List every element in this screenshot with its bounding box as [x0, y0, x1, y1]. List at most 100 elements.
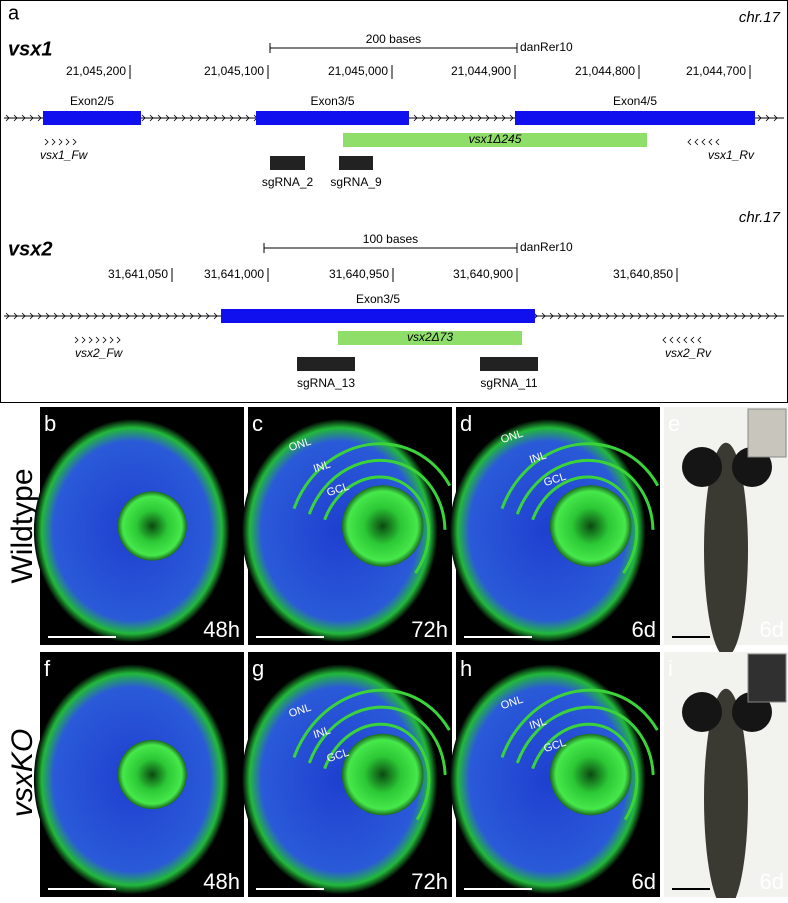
retina	[241, 664, 438, 895]
strand-arrow	[645, 312, 650, 320]
layer-label: INL	[528, 716, 548, 733]
lens	[117, 739, 187, 810]
layer-label: INL	[312, 459, 332, 476]
scale-bar	[263, 243, 518, 253]
layer-band	[526, 475, 639, 601]
strand-arrow	[605, 312, 610, 320]
strand-arrow	[61, 312, 66, 320]
coordinate: 31,641,000	[204, 267, 264, 281]
chevron	[697, 336, 702, 344]
strand-arrow	[141, 114, 146, 122]
strand-arrow	[725, 312, 730, 320]
strand-arrow	[229, 114, 234, 122]
strand-arrow	[453, 114, 458, 122]
deletion	[343, 133, 647, 147]
chevron	[708, 138, 713, 146]
strand-arrow	[765, 312, 770, 320]
chevron	[102, 336, 107, 344]
strand-arrow	[773, 312, 778, 320]
panel-letter: f	[44, 656, 51, 681]
retina	[449, 418, 646, 643]
strand-arrow	[197, 114, 202, 122]
panel-letter: g	[252, 656, 264, 681]
inset	[747, 653, 787, 703]
coordinate: 31,640,850	[613, 267, 673, 281]
strand-arrow	[421, 114, 426, 122]
chevron	[65, 138, 70, 146]
panel-letter: d	[460, 411, 472, 436]
retina	[449, 664, 646, 895]
strand-arrow	[37, 114, 42, 122]
strand-arrow	[613, 312, 618, 320]
chevron	[701, 138, 706, 146]
strand-arrow	[13, 114, 18, 122]
coordinate: 21,045,200	[66, 64, 126, 78]
strand-arrow	[45, 312, 50, 320]
layer-band	[510, 705, 655, 868]
strand-arrow	[157, 114, 162, 122]
strand-arrow	[629, 312, 634, 320]
strand-arrow	[693, 312, 698, 320]
coordinate: 21,044,900	[451, 64, 511, 78]
strand-arrow	[181, 114, 186, 122]
coordinate: 31,640,950	[329, 267, 389, 281]
sgrna	[480, 357, 538, 371]
strand-arrow	[5, 312, 10, 320]
chevron	[687, 138, 692, 146]
strand-arrow	[141, 312, 146, 320]
strand-arrow	[29, 312, 34, 320]
strand-arrow	[165, 312, 170, 320]
assembly: danRer10	[520, 240, 573, 254]
strand-arrow	[101, 312, 106, 320]
time-label: 6d	[760, 617, 784, 642]
chevron	[81, 336, 86, 344]
chevron	[683, 336, 688, 344]
sgrna-label: sgRNA_13	[297, 376, 355, 390]
strand-arrow	[69, 312, 74, 320]
strand-arrow	[549, 312, 554, 320]
strand-arrow	[469, 114, 474, 122]
layer-band	[510, 458, 655, 617]
chevron	[662, 336, 667, 344]
sgrna	[297, 357, 355, 371]
strand-arrow	[165, 114, 170, 122]
sgrna-label: sgRNA_11	[480, 376, 537, 390]
strand-arrow	[213, 114, 218, 122]
chevron	[51, 138, 56, 146]
inset	[747, 408, 787, 458]
layer-band	[526, 722, 639, 851]
strand-arrow	[461, 114, 466, 122]
strand-arrow	[133, 312, 138, 320]
chevron	[95, 336, 100, 344]
deletion	[338, 331, 522, 345]
lens	[549, 733, 632, 816]
sgrna	[270, 156, 305, 170]
time-label: 6d	[760, 869, 784, 894]
strand-arrow	[541, 312, 546, 320]
strand-arrow	[173, 312, 178, 320]
strand-arrow	[85, 312, 90, 320]
coordinate: 31,640,900	[453, 267, 513, 281]
coordinate: 31,641,050	[108, 267, 168, 281]
strand-arrow	[77, 312, 82, 320]
chevron	[109, 336, 114, 344]
assembly: danRer10	[520, 40, 573, 54]
panel-letter: e	[668, 411, 680, 436]
strand-arrow	[181, 312, 186, 320]
coordinate: 21,045,100	[204, 64, 264, 78]
scale-bar	[269, 43, 518, 53]
layer-label: INL	[528, 450, 548, 467]
primer: vsx2_Rv	[665, 346, 712, 360]
strand-arrow	[485, 114, 490, 122]
strand-arrow	[237, 114, 242, 122]
strand-arrow	[557, 312, 562, 320]
strand-arrow	[597, 312, 602, 320]
chevron	[74, 336, 79, 344]
chevron	[116, 336, 121, 344]
gene-name: vsx1	[8, 38, 53, 60]
coordinate: 21,044,800	[575, 64, 635, 78]
row-label: Wildtype	[6, 468, 39, 583]
strand-arrow	[701, 312, 706, 320]
strand-arrow	[757, 114, 762, 122]
strand-arrow	[501, 114, 506, 122]
